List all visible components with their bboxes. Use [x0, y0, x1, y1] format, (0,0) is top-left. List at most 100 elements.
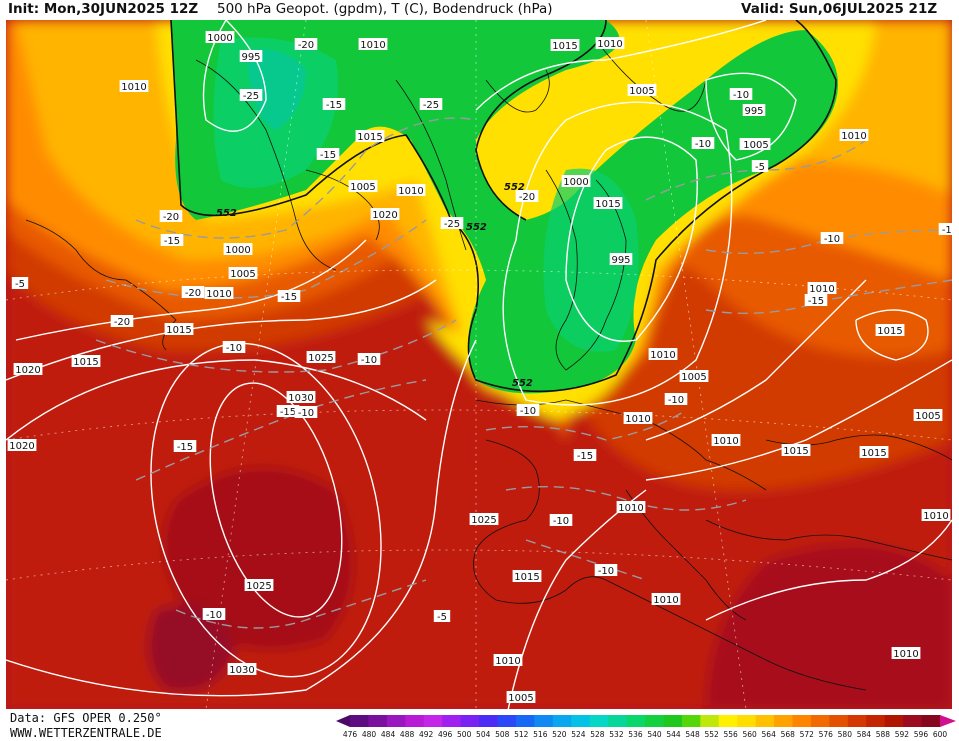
temperature-label: -15 [177, 442, 193, 453]
pressure-label-box [396, 184, 426, 196]
temperature-label-box [277, 290, 301, 302]
colorbar-tick-label: 476 [342, 730, 358, 739]
colorbar-swatch [829, 715, 849, 727]
temperature-label-box [549, 514, 573, 526]
colorbar-swatch [626, 715, 646, 727]
colorbar-swatch [810, 715, 830, 727]
colorbar-swatch [368, 715, 388, 727]
temperature-label-box [159, 210, 183, 222]
colorbar-swatch [866, 715, 886, 727]
colorbar-tick-label: 548 [685, 730, 700, 739]
colorbar-tick-label: 576 [818, 730, 833, 739]
colorbar-tick-label: 552 [704, 730, 719, 739]
pressure-label-box [223, 243, 253, 255]
pressure-label: 1025 [308, 353, 333, 364]
temperature-label-box [202, 608, 226, 620]
pressure-label: 1020 [372, 210, 397, 221]
colorbar-swatch [884, 715, 904, 727]
pressure-label: 1015 [552, 41, 577, 52]
temperature-label: -10 [206, 610, 222, 621]
pressure-label: 1025 [471, 515, 496, 526]
pressure-label-box [741, 138, 771, 150]
temperature-label: -20 [114, 317, 130, 328]
colorbar-swatch [847, 715, 867, 727]
pressure-label-box [648, 348, 678, 360]
colorbar-tick-label: 504 [476, 730, 491, 739]
temperature-label-box [751, 160, 769, 172]
pressure-label: 1015 [73, 357, 98, 368]
pressure-label: 1010 [923, 511, 948, 522]
pressure-label-box [7, 439, 37, 451]
colorbar-swatch [608, 715, 628, 727]
pressure-label-box [239, 50, 263, 62]
colorbar-tick-label: 524 [571, 730, 586, 739]
pressure-label: 1005 [350, 182, 375, 193]
pressure-label-box [204, 287, 234, 299]
pressure-label: 1025 [246, 581, 271, 592]
pressure-label: 1005 [230, 269, 255, 280]
pressure-label-box [244, 579, 274, 591]
temperature-label: -5 [15, 279, 25, 290]
pressure-label-box [679, 370, 709, 382]
weather-map: 1000 995 1010 1015 1010 1005 995 1000 1005 1010 10… [6, 20, 952, 709]
low-geopotential-green-area [171, 20, 838, 394]
pressure-label-box [205, 31, 235, 43]
colorbar-tick-label: 520 [552, 730, 567, 739]
colorbar-swatch [442, 715, 462, 727]
temperature-label: -10 [361, 355, 377, 366]
colorbar-swatch [700, 715, 720, 727]
pressure-label-box [355, 130, 385, 142]
pressure-label: 1015 [166, 325, 191, 336]
colorbar-swatch [663, 715, 683, 727]
temperature-label-box [181, 286, 205, 298]
pressure-label-box [616, 501, 646, 513]
temperature-label: -25 [243, 91, 259, 102]
pressure-label-box [71, 355, 101, 367]
colorbar-tick-label: 492 [418, 730, 434, 739]
colorbar-tick-label: 532 [609, 730, 624, 739]
pressure-label: 1010 [653, 595, 678, 606]
colorbar-swatch [681, 715, 701, 727]
pressure-label: 1000 [563, 177, 588, 188]
temperature-label: -15 [577, 451, 593, 462]
temperature-label-box [440, 217, 464, 229]
pressure-label: 1015 [877, 326, 902, 337]
temperature-label-box [573, 449, 597, 461]
pressure-label-box [807, 282, 837, 294]
colorbar-tick-label: 544 [666, 730, 681, 739]
colorbar-tick-label: 592 [894, 730, 910, 739]
temperature-label: -10 [733, 90, 749, 101]
temperature-label-box [294, 38, 318, 50]
colorbar-tick-label: 600 [932, 730, 948, 739]
pressure-label-box [370, 208, 400, 220]
temperature-label: -25 [423, 100, 439, 111]
temperature-label-box [110, 315, 134, 327]
temperature-label: -20 [298, 40, 314, 51]
temperature-label: -15 [281, 292, 297, 303]
colorbar-swatch [497, 715, 517, 727]
pressure-label-box [781, 444, 811, 456]
pressure-label-box [13, 363, 43, 375]
temperature-label-box [594, 564, 618, 576]
pressure-label: 1010 [495, 656, 520, 667]
pressure-label-box [609, 253, 633, 265]
pressure-label: 1000 [207, 33, 232, 44]
valid-time: Valid: Sun,06JUL2025 21Z [741, 1, 938, 17]
colorbar-tick-label: 496 [437, 730, 453, 739]
pressure-label-box [593, 197, 623, 209]
temperature-label-box [691, 137, 715, 149]
temperature-label-box [516, 404, 540, 416]
colorbar-swatch [386, 715, 406, 727]
pressure-label: 1010 [618, 503, 643, 514]
temperature-label-box [433, 610, 451, 622]
pressure-label-box [512, 570, 542, 582]
pressure-label-box [711, 434, 741, 446]
temperature-label-box [515, 190, 539, 202]
temperature-label: -20 [163, 212, 179, 223]
pressure-label: 1010 [650, 350, 675, 361]
colorbar-tick-label: 508 [495, 730, 510, 739]
colorbar-swatch [534, 715, 554, 727]
pressure-label: 1015 [357, 132, 382, 143]
pressure-label: 1010 [360, 40, 385, 51]
colorbar-swatch [515, 715, 535, 727]
